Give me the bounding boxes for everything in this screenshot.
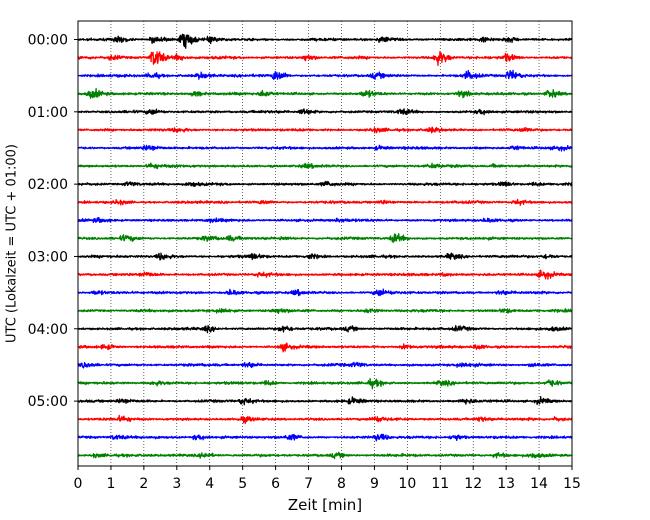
trace-row-0045 (77, 88, 573, 99)
y-tick-label: 02:00 (28, 177, 68, 193)
x-tick-label: 6 (271, 476, 280, 492)
trace-row-0545 (77, 451, 573, 460)
plot-frame (77, 20, 573, 467)
trace-row-0400 (77, 324, 573, 334)
trace-row-0100 (77, 108, 573, 116)
y-tick-label: 00:00 (28, 33, 68, 49)
x-tick-label: 11 (431, 476, 449, 492)
x-axis-ticks: 0 1 2 3 4 5 6 7 8 9 10 11 12 13 14 15 (74, 466, 581, 492)
trace-row-0230 (77, 216, 573, 224)
x-tick-label: 4 (205, 476, 214, 492)
y-tick-label: 04:00 (28, 322, 68, 338)
trace-row-0415 (77, 342, 573, 353)
x-tick-label: 14 (530, 476, 548, 492)
trace-row-0430 (77, 361, 573, 369)
x-tick-label: 8 (337, 476, 346, 492)
x-tick-label: 13 (497, 476, 515, 492)
trace-row-0515 (77, 414, 573, 424)
x-axis-title: Zeit [min] (288, 496, 362, 514)
y-tick-label: 05:00 (28, 394, 68, 410)
y-tick-label: 01:00 (28, 105, 68, 121)
trace-row-0130 (77, 144, 573, 152)
trace-row-0445 (77, 378, 573, 390)
y-axis-ticks: 00:00 01:00 02:00 03:00 04:00 05:00 (28, 33, 78, 410)
y-axis-title: UTC (Lokalzeit = UTC + 01:00) (5, 144, 20, 343)
trace-row-0245 (77, 233, 573, 244)
trace-row-0530 (77, 433, 573, 442)
x-tick-label: 0 (74, 476, 83, 492)
vertical-grid (110, 21, 540, 466)
trace-row-0030 (77, 69, 573, 80)
trace-row-0145 (77, 162, 573, 170)
trace-row-0345 (77, 308, 573, 315)
x-tick-label: 5 (238, 476, 247, 492)
x-tick-label: 9 (370, 476, 379, 492)
trace-row-0300 (77, 252, 573, 261)
y-tick-label: 03:00 (28, 249, 68, 265)
trace-rows (77, 33, 573, 460)
trace-row-0315 (77, 269, 573, 280)
trace-row-0000 (77, 33, 573, 49)
x-tick-label: 15 (563, 476, 581, 492)
x-tick-label: 1 (106, 476, 115, 492)
trace-row-0115 (77, 126, 573, 134)
trace-row-0500 (77, 396, 573, 406)
trace-row-0015 (77, 51, 573, 66)
x-tick-label: 3 (172, 476, 181, 492)
trace-row-0330 (77, 288, 573, 297)
x-tick-label: 2 (139, 476, 148, 492)
x-tick-label: 12 (464, 476, 482, 492)
trace-row-0215 (77, 198, 573, 207)
x-tick-label: 7 (304, 476, 313, 492)
x-tick-label: 10 (398, 476, 416, 492)
trace-row-0200 (77, 180, 573, 188)
